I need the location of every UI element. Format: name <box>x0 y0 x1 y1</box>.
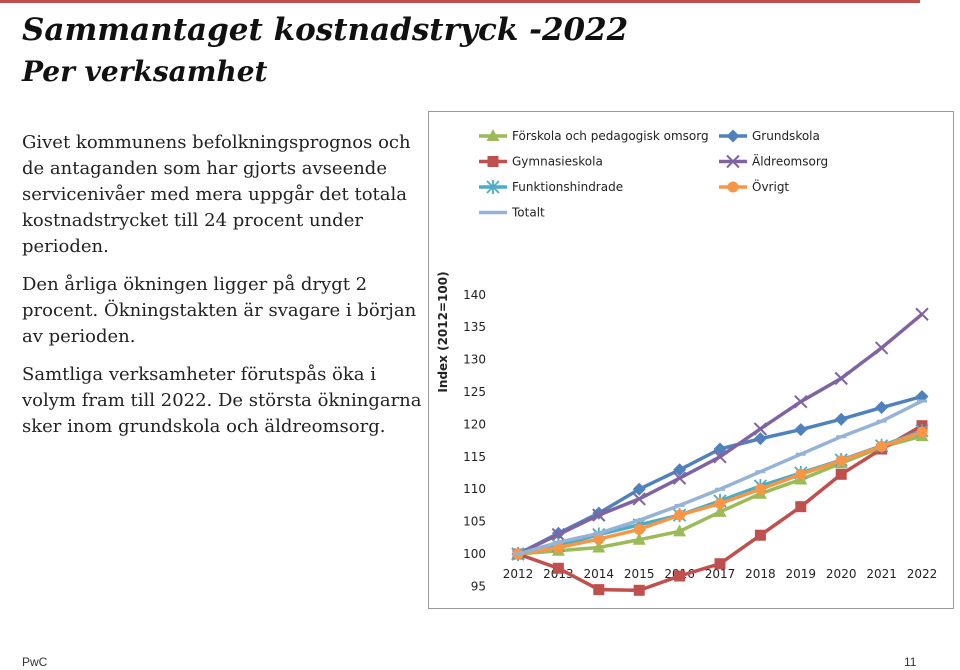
legend-label: Förskola och pedagogisk omsorg <box>512 129 709 143</box>
series-line <box>517 312 924 556</box>
series-5 <box>512 426 928 560</box>
legend-item: Äldreomsorg <box>719 154 828 169</box>
circle-marker <box>835 455 847 467</box>
y-tick-label: 95 <box>471 579 486 593</box>
circle-marker <box>633 523 645 535</box>
circle-marker <box>795 468 807 480</box>
x-tick-label: 2021 <box>866 567 897 581</box>
circle-marker <box>593 533 605 545</box>
x-marker <box>713 450 727 464</box>
diamond-marker <box>753 432 767 446</box>
triangle-marker <box>673 524 687 537</box>
y-tick-label: 115 <box>463 450 486 464</box>
y-tick-label: 140 <box>463 288 486 302</box>
x-tick-label: 2017 <box>705 567 736 581</box>
x-tick-label: 2018 <box>745 567 776 581</box>
x-tick-label: 2022 <box>907 567 938 581</box>
triangle-marker <box>592 540 606 553</box>
series-line <box>517 399 923 556</box>
legend-item: Förskola och pedagogisk omsorg <box>479 129 709 143</box>
page-title: Sammantaget kostnadstryck -2022 <box>22 12 629 48</box>
x-marker <box>632 492 646 506</box>
x-tick-label: 2014 <box>584 567 615 581</box>
legend-label: Övrigt <box>752 178 789 194</box>
legend-item: Grundskola <box>719 129 820 143</box>
x-marker <box>753 422 768 436</box>
circle-marker <box>876 440 888 452</box>
page-number: 11 <box>904 655 917 669</box>
line-chart: Index (2012=100)909510010511011512012513… <box>436 129 938 596</box>
legend-label: Totalt <box>511 206 545 220</box>
x-marker <box>672 471 687 485</box>
y-tick-label: 110 <box>463 482 486 496</box>
legend-item: Övrigt <box>719 178 789 194</box>
chart-frame: Index (2012=100)909510010511011512012513… <box>428 111 954 609</box>
y-tick-label: 120 <box>463 417 486 431</box>
diamond-marker <box>794 423 808 437</box>
legend-label: Funktionshindrade <box>512 180 623 194</box>
x-marker <box>915 307 929 321</box>
square-marker <box>754 529 766 541</box>
y-tick-label: 135 <box>463 320 486 334</box>
square-marker <box>835 468 847 480</box>
diamond-marker <box>875 401 889 415</box>
series-1 <box>511 390 929 561</box>
diamond-marker <box>834 412 848 426</box>
x-tick-label: 2020 <box>826 567 857 581</box>
series-0 <box>511 429 929 559</box>
circle-marker <box>674 509 686 521</box>
legend-item: Funktionshindrade <box>479 180 623 194</box>
paragraph-2: Den årliga ökningen ligger på drygt 2 pr… <box>22 274 417 347</box>
legend-label: Äldreomsorg <box>752 154 828 169</box>
star-marker <box>486 180 500 194</box>
x-marker <box>874 341 889 355</box>
legend-item: Totalt <box>479 206 545 220</box>
legend-item: Gymnasieskola <box>479 155 603 169</box>
diamond-marker <box>632 482 646 496</box>
footer-brand: PwC <box>22 655 48 669</box>
triangle-marker <box>713 504 727 517</box>
square-marker <box>552 562 564 574</box>
y-tick-label: 105 <box>463 515 486 529</box>
series-6 <box>513 399 927 556</box>
x-marker <box>726 154 740 169</box>
body-text: Givet kommunens befolkningsprognos och d… <box>22 130 422 452</box>
square-marker <box>714 558 726 570</box>
page-subtitle: Per verksamhet <box>22 55 268 88</box>
circle-marker <box>714 497 726 509</box>
square-marker <box>633 584 645 596</box>
top-accent-rule <box>0 0 920 3</box>
series-line <box>517 394 923 556</box>
legend-label: Grundskola <box>752 129 820 143</box>
series-3 <box>511 307 929 561</box>
y-tick-label: 125 <box>463 385 486 399</box>
x-tick-label: 2012 <box>503 567 534 581</box>
diamond-marker <box>726 129 740 143</box>
y-tick-label: 130 <box>463 353 486 367</box>
legend-label: Gymnasieskola <box>512 155 603 169</box>
paragraph-3: Samtliga verksamheter förutspås öka i vo… <box>22 364 422 437</box>
x-tick-label: 2019 <box>786 567 817 581</box>
y-axis-label: Index (2012=100) <box>436 271 450 392</box>
paragraph-1: Givet kommunens befolkningsprognos och d… <box>22 132 411 257</box>
square-marker <box>674 570 686 582</box>
x-tick-label: 2015 <box>624 567 655 581</box>
x-marker <box>794 395 808 409</box>
circle-marker <box>916 426 928 438</box>
triangle-marker <box>632 532 646 545</box>
square-marker <box>487 156 499 167</box>
y-tick-label: 100 <box>463 547 486 561</box>
triangle-marker <box>486 129 500 141</box>
x-marker <box>592 508 606 522</box>
square-marker <box>795 501 807 513</box>
square-marker <box>593 584 605 596</box>
x-marker <box>834 371 848 386</box>
circle-marker <box>754 483 766 495</box>
diamond-marker <box>592 506 606 520</box>
diamond-marker <box>673 463 687 477</box>
x-marker <box>551 527 566 542</box>
circle-marker <box>727 181 739 193</box>
